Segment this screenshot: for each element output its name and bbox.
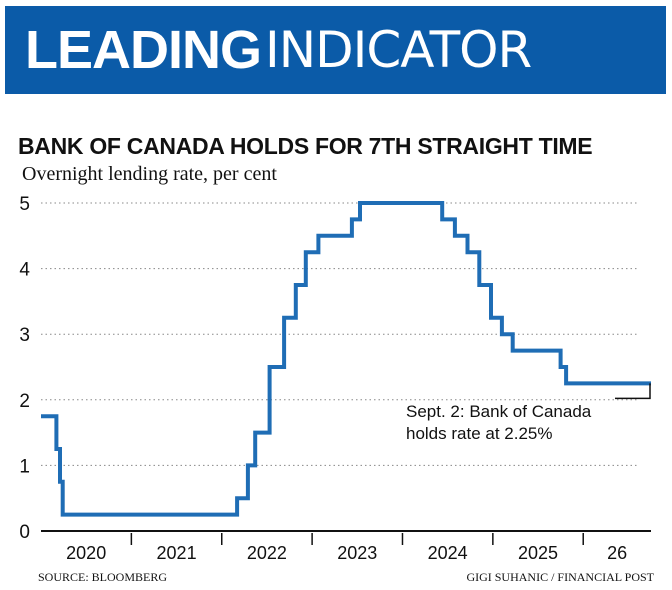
annotation-line-1: Sept. 2: Bank of Canada [406, 402, 592, 421]
banner-leading-text: LEADING [25, 20, 262, 80]
y-tick-label: 3 [19, 325, 30, 346]
x-tick-label: 26 [607, 543, 627, 563]
y-tick-label: 4 [19, 260, 30, 281]
credit-note: GIGI SUHANIC / FINANCIAL POST [466, 570, 654, 584]
annotation-leader [615, 383, 651, 400]
x-tick-label: 2020 [66, 543, 106, 563]
x-tick-label: 2021 [157, 543, 197, 563]
x-tick-label: 2022 [247, 543, 287, 563]
x-tick-label: 2024 [428, 543, 468, 563]
y-tick-label: 0 [19, 522, 30, 543]
source-note: SOURCE: BLOOMBERG [38, 570, 168, 584]
chart-subtitle: Overnight lending rate, per cent [22, 163, 277, 185]
banner-indicator-text: INDICATOR [265, 21, 532, 79]
rate-step-line [41, 201, 651, 517]
header-banner: LEADING INDICATOR [5, 6, 666, 94]
annotation-line-2: holds rate at 2.25% [406, 424, 552, 443]
x-tick-label: 2023 [337, 543, 377, 563]
y-tick-label: 2 [19, 391, 30, 412]
y-tick-label: 5 [19, 194, 30, 215]
y-tick-label: 1 [19, 456, 30, 477]
x-tick-label: 2025 [518, 543, 558, 563]
chart-title: BANK OF CANADA HOLDS FOR 7TH STRAIGHT TI… [18, 133, 593, 159]
